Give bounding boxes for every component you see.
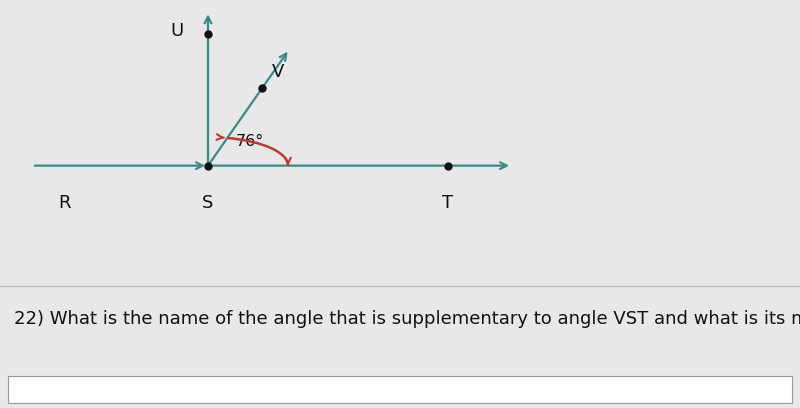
FancyBboxPatch shape	[8, 376, 792, 403]
Text: 76°: 76°	[235, 134, 264, 149]
Text: U: U	[170, 22, 184, 40]
Text: T: T	[442, 194, 454, 212]
Text: 22) What is the name of the angle that is supplementary to angle VST and what is: 22) What is the name of the angle that i…	[14, 310, 800, 328]
Text: R: R	[58, 194, 70, 212]
Text: V: V	[272, 63, 284, 81]
Text: S: S	[202, 194, 214, 212]
